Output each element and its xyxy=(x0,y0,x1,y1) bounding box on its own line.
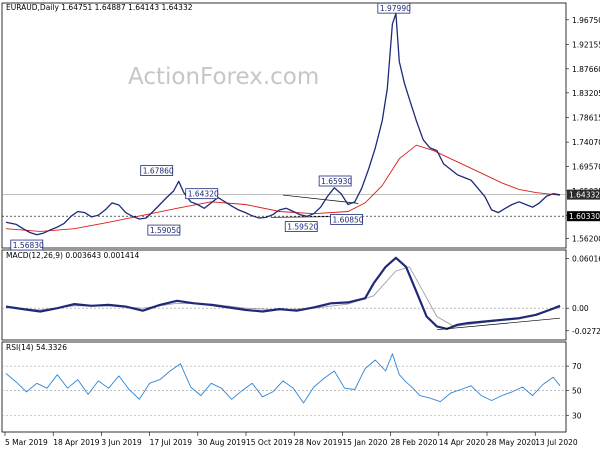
macd-main-line xyxy=(5,256,561,330)
date-tick-label: 28 Feb 2020 xyxy=(391,438,438,447)
macd-trend-line xyxy=(436,317,561,331)
rsi-tick-label: 30 xyxy=(572,411,582,420)
rsi-tick-label: 70 xyxy=(572,362,582,371)
price-callout-box xyxy=(318,175,352,187)
price-series-line xyxy=(5,12,561,236)
price-callout-box xyxy=(377,2,411,14)
price-tick-label: 1.78615 xyxy=(572,114,600,123)
macd-tick-label: 0.060165 xyxy=(572,254,600,263)
macd-signal-line xyxy=(5,266,561,327)
price-callout-box xyxy=(284,221,318,232)
date-tick-label: 18 Apr 2019 xyxy=(53,438,100,447)
price-tick-label: 1.96750 xyxy=(572,16,600,25)
price-callout-box xyxy=(140,165,174,176)
panel-frame-2 xyxy=(1,249,567,341)
price-callout-label: 1.56830 xyxy=(13,241,44,250)
price-callout-box xyxy=(147,224,181,236)
price-tick-label: 1.87660 xyxy=(572,65,600,74)
date-tick-label: 14 Apr 2020 xyxy=(439,438,486,447)
date-tick-label: 15 Jan 2020 xyxy=(342,438,387,447)
price-tick-label: 1.74070 xyxy=(572,138,600,147)
level-tag-label: 1.60330 xyxy=(569,212,600,221)
price-tick-label: 1.83205 xyxy=(572,89,600,98)
date-tick-label: 30 Aug 2019 xyxy=(198,438,246,447)
macd-label: MACD(12,26,9) 0.003643 0.001414 xyxy=(6,251,140,260)
level-tag xyxy=(567,211,600,222)
rsi-label: RSI(14) 54.3326 xyxy=(6,343,67,352)
date-tick-label: 3 Jun 2019 xyxy=(101,438,142,447)
price-callout-label: 1.67860 xyxy=(143,167,174,176)
current-price-label: 1.64332 xyxy=(569,191,600,200)
macd-tick-label: -0.02725 xyxy=(572,327,600,336)
price-tick-label: 1.92155 xyxy=(572,41,600,50)
chart-title: EURAUD,Daily 1.64751 1.64887 1.64143 1.6… xyxy=(6,3,193,12)
date-tick-label: 13 Jul 2020 xyxy=(535,438,578,447)
price-callout-label: 1.64320 xyxy=(188,190,219,199)
rsi-line xyxy=(5,353,561,404)
price-callout-label: 1.60850 xyxy=(333,215,364,224)
watermark: ActionForex.com xyxy=(128,64,319,90)
date-tick-label: 17 Jul 2019 xyxy=(150,438,193,447)
price-callout-box xyxy=(10,239,44,251)
price-callout-box xyxy=(330,213,363,225)
rsi-tick-label: 50 xyxy=(572,387,582,396)
price-tick-label: 1.56200 xyxy=(572,234,600,243)
panel-frame-3 xyxy=(1,341,567,433)
price-tick-label: 1.69570 xyxy=(572,162,600,171)
date-tick-label: 5 Mar 2019 xyxy=(5,438,48,447)
current-price-tag xyxy=(567,189,600,200)
date-tick-label: 28 Nov 2019 xyxy=(294,438,342,447)
price-callout-label: 1.65930 xyxy=(321,177,352,186)
price-callout-label: 1.59050 xyxy=(150,226,181,235)
panel-frame-1 xyxy=(1,2,567,249)
macd-tick-label: 0.00 xyxy=(572,304,589,313)
moving-average-line xyxy=(5,144,561,232)
date-tick-label: 28 May 2020 xyxy=(487,438,536,447)
price-callout-label: 1.59520 xyxy=(287,223,318,232)
price-callout-label: 1.97990 xyxy=(380,4,411,13)
price-callout-box xyxy=(185,188,219,200)
date-tick-label: 15 Oct 2019 xyxy=(246,438,293,447)
